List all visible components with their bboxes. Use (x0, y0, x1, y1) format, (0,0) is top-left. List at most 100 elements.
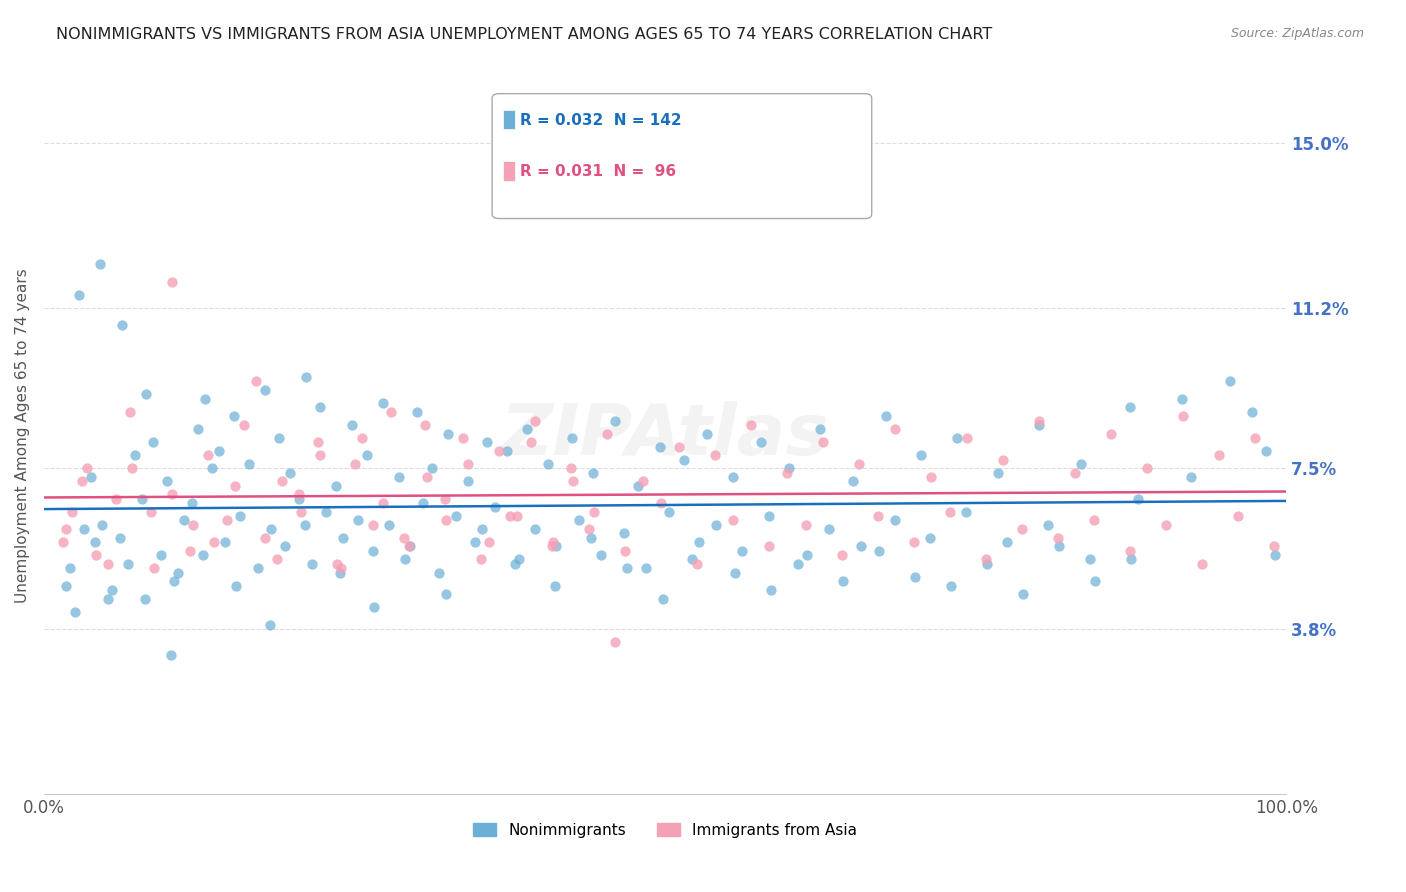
Point (294, 517, 316, 532)
Point (818, 522, 841, 536)
Y-axis label: Unemployment Among Ages 65 to 74 years: Unemployment Among Ages 65 to 74 years (15, 268, 30, 603)
Point (446, 509, 468, 524)
Point (478, 535, 501, 549)
Point (503, 557, 526, 571)
Point (232, 417, 254, 432)
Point (187, 422, 209, 436)
Point (904, 570, 927, 584)
Point (884, 513, 907, 527)
Point (1128, 491, 1150, 506)
Point (686, 557, 709, 571)
Point (787, 557, 810, 571)
Point (681, 552, 703, 566)
Point (658, 505, 681, 519)
Point (1244, 431, 1267, 445)
Point (415, 417, 437, 432)
Point (1171, 392, 1194, 406)
Point (378, 517, 401, 532)
Point (583, 505, 606, 519)
Point (831, 548, 853, 562)
Point (72, 522, 94, 536)
Point (124, 448, 146, 462)
Point (1263, 540, 1285, 554)
Point (794, 517, 817, 532)
Point (134, 591, 156, 606)
Point (688, 535, 710, 549)
Point (1036, 517, 1059, 532)
Text: R = 0.031  N =  96: R = 0.031 N = 96 (520, 164, 676, 178)
Point (991, 452, 1014, 467)
Point (1028, 413, 1050, 427)
Point (810, 422, 832, 436)
Text: ZIPAtlas: ZIPAtlas (501, 401, 830, 470)
Point (1064, 466, 1087, 480)
Legend: Nonimmigrants, Immigrants from Asia: Nonimmigrants, Immigrants from Asia (467, 816, 863, 844)
Point (111, 318, 134, 332)
Point (1256, 444, 1278, 458)
Point (371, 396, 394, 410)
Point (1099, 426, 1122, 441)
Point (582, 466, 605, 480)
Point (841, 475, 863, 489)
Point (1208, 448, 1230, 462)
Point (946, 431, 969, 445)
Point (464, 535, 486, 549)
Point (605, 413, 627, 427)
Point (605, 635, 627, 649)
Point (778, 461, 800, 475)
Point (541, 540, 564, 554)
Point (436, 587, 458, 601)
Point (201, 461, 224, 475)
Point (143, 561, 166, 575)
Point (1119, 552, 1142, 566)
Point (488, 444, 510, 458)
Point (180, 496, 202, 510)
Point (295, 370, 318, 384)
Point (135, 387, 157, 401)
Point (278, 466, 301, 480)
Point (723, 513, 745, 527)
Point (224, 478, 246, 492)
Point (149, 548, 172, 562)
Point (1240, 405, 1263, 419)
Point (108, 531, 131, 545)
Point (627, 478, 650, 492)
Point (222, 409, 245, 424)
Point (506, 509, 529, 524)
Point (308, 448, 330, 462)
Point (1180, 470, 1202, 484)
Point (939, 578, 962, 592)
Point (1154, 517, 1177, 532)
Point (238, 457, 260, 471)
Point (579, 531, 602, 545)
Point (266, 552, 288, 566)
Point (451, 431, 474, 445)
Point (938, 505, 960, 519)
Point (361, 544, 384, 558)
Point (72, 475, 94, 489)
Point (987, 466, 1010, 480)
Point (523, 522, 546, 536)
Point (97, 591, 120, 606)
Point (758, 540, 780, 554)
Point (97, 557, 120, 571)
Point (1012, 587, 1035, 601)
Point (91, 517, 114, 532)
Point (332, 531, 354, 545)
Point (271, 475, 294, 489)
Point (956, 431, 979, 445)
Point (672, 452, 695, 467)
Point (523, 413, 546, 427)
Point (1047, 540, 1070, 554)
Point (457, 475, 479, 489)
Point (1264, 548, 1286, 562)
Point (260, 522, 283, 536)
Point (420, 461, 443, 475)
Point (1078, 552, 1101, 566)
Point (415, 470, 437, 484)
Point (329, 561, 352, 575)
Point (290, 505, 312, 519)
Point (920, 470, 942, 484)
Point (287, 487, 309, 501)
Point (731, 544, 754, 558)
